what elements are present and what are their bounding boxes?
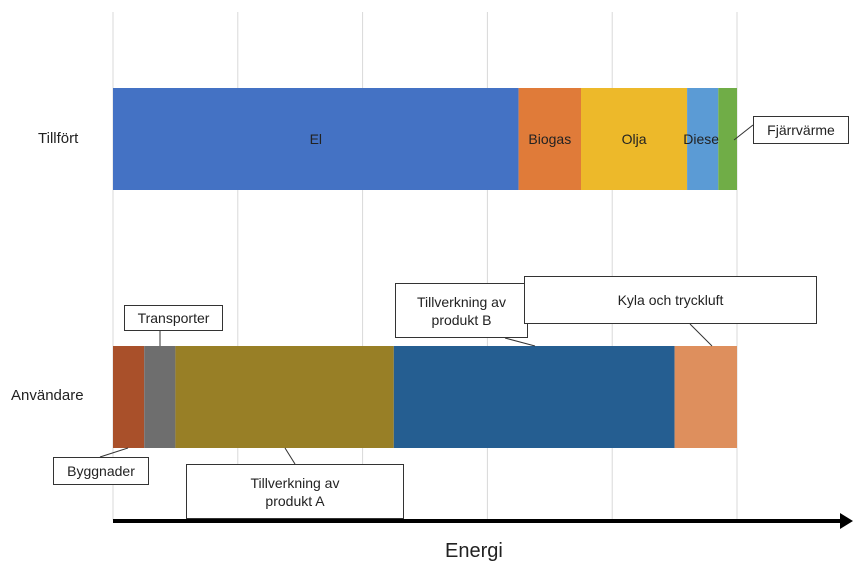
connector-fjarrvarme bbox=[733, 124, 754, 141]
callout-produkt-a: Tillverkning av produkt A bbox=[186, 464, 404, 519]
tillfort-data-label-1: Biogas bbox=[528, 131, 571, 147]
callout-transporter-text: Transporter bbox=[137, 310, 210, 326]
callout-fjarrvarme-text: Fjärrvärme bbox=[767, 122, 835, 138]
connector-produkt-a bbox=[284, 447, 296, 465]
callout-kyla-text: Kyla och tryckluft bbox=[617, 292, 724, 308]
callout-byggnader: Byggnader bbox=[53, 457, 149, 485]
connector-produkt-b bbox=[504, 337, 536, 347]
anvandare-bar-3 bbox=[393, 346, 675, 448]
callout-fjarrvarme: Fjärrvärme bbox=[753, 116, 849, 144]
tillfort-data-label-0: El bbox=[310, 131, 322, 147]
connector-byggnader bbox=[99, 447, 129, 458]
callout-byggnader-text: Byggnader bbox=[67, 463, 135, 479]
anvandare-bar-4 bbox=[674, 346, 737, 448]
anvandare-bar-1 bbox=[144, 346, 176, 448]
callout-connectors bbox=[99, 124, 754, 465]
tillfort-bar-4 bbox=[718, 88, 737, 190]
tillfort-bar-1 bbox=[518, 88, 581, 190]
callout-kyla: Kyla och tryckluft bbox=[524, 276, 817, 324]
x-axis-arrowhead bbox=[840, 513, 853, 529]
x-axis-label: Energi bbox=[445, 540, 503, 562]
callout-produkt-a-line2: produkt A bbox=[265, 492, 325, 509]
connector-kyla bbox=[689, 323, 713, 347]
tillfort-bar-0 bbox=[113, 88, 519, 190]
category-label-anvandare: Användare bbox=[11, 387, 84, 404]
anvandare-bar-0 bbox=[113, 346, 145, 448]
callout-transporter: Transporter bbox=[124, 305, 223, 331]
anvandare-bar-2 bbox=[175, 346, 394, 448]
callout-produkt-b-line2: produkt B bbox=[431, 311, 492, 328]
callout-produkt-b: Tillverkning av produkt B bbox=[395, 283, 528, 338]
tillfort-data-label-3: Diesel bbox=[683, 131, 722, 147]
category-label-tillfort: Tillfört bbox=[38, 130, 79, 147]
callout-produkt-b-line1: Tillverkning av bbox=[417, 293, 506, 310]
callout-produkt-a-line1: Tillverkning av bbox=[250, 474, 340, 491]
tillfort-data-label-2: Olja bbox=[622, 131, 647, 147]
bars: El Biogas Olja Diesel bbox=[113, 88, 737, 448]
tillfort-bar-3 bbox=[687, 88, 719, 190]
tillfort-bar-2 bbox=[581, 88, 688, 190]
x-axis bbox=[113, 513, 853, 529]
